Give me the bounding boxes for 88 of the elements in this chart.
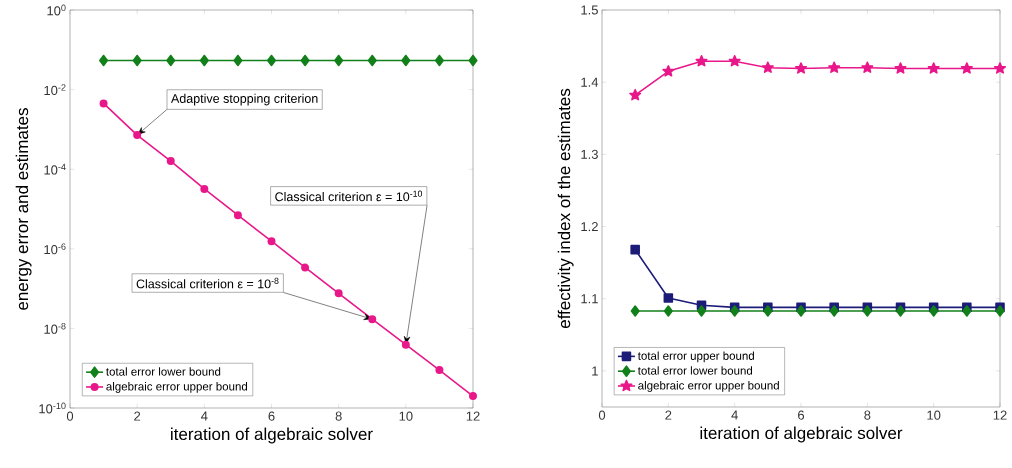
point xyxy=(763,305,773,317)
legend-label: algebraic error upper bound xyxy=(106,382,248,393)
y-axis-title: energy error and estimates xyxy=(15,108,32,310)
point xyxy=(401,54,411,67)
x-tick-label: 6 xyxy=(798,410,805,420)
point xyxy=(629,88,642,101)
annotation: Classical criterion ε = 10$^{-10}$ xyxy=(275,190,423,202)
point xyxy=(133,131,142,140)
legend-label: total error lower bound xyxy=(106,367,221,376)
point xyxy=(663,305,673,317)
point xyxy=(334,54,344,67)
point xyxy=(401,340,410,349)
point xyxy=(663,293,674,303)
y-tick-label: 10$^{-10}$ xyxy=(39,402,66,414)
point xyxy=(662,65,675,77)
point xyxy=(861,61,874,73)
point xyxy=(696,305,707,317)
legend-label: total error upper bound xyxy=(637,351,754,363)
point xyxy=(367,54,377,67)
y-tick-label: 10$^{-8}$ xyxy=(44,323,66,334)
point xyxy=(728,54,741,67)
y-tick-label: 10$^{-2}$ xyxy=(44,84,66,96)
point xyxy=(435,366,444,375)
point xyxy=(233,54,243,67)
legend-label: total error lower bound xyxy=(637,366,753,375)
y-tick-label: 1.2 xyxy=(581,222,598,232)
point xyxy=(200,184,209,193)
x-tick-label: 2 xyxy=(665,410,672,420)
point xyxy=(994,62,1007,74)
x-axis-title: iteration of algebraic solver xyxy=(171,427,373,444)
point xyxy=(761,61,774,73)
point xyxy=(468,54,478,67)
point xyxy=(730,305,740,317)
point xyxy=(995,305,1005,317)
point xyxy=(300,54,310,67)
point xyxy=(695,54,708,67)
x-tick-label: 10 xyxy=(399,411,413,421)
point xyxy=(795,62,808,74)
y-tick-label: 1.4 xyxy=(581,77,599,87)
point xyxy=(199,54,209,67)
x-axis-title: iteration of algebraic solver xyxy=(700,426,903,443)
y-tick-label: 1.1 xyxy=(581,294,598,304)
x-tick-label: 2 xyxy=(134,411,141,421)
point xyxy=(233,211,242,220)
point xyxy=(132,54,142,67)
x-tick-label: 6 xyxy=(268,411,275,421)
point xyxy=(166,157,175,166)
x-tick-label: 8 xyxy=(864,410,871,420)
point xyxy=(828,61,841,73)
point xyxy=(862,305,872,317)
point xyxy=(829,305,839,317)
y-tick-label: 1.3 xyxy=(581,149,598,159)
point xyxy=(894,62,907,74)
y-tick-label: 10$^{-4}$ xyxy=(44,163,66,175)
point xyxy=(962,305,972,317)
annotation: Adaptive stopping criterion xyxy=(171,93,318,106)
point xyxy=(434,54,444,67)
annotation: Classical criterion ε = 10$^{-8}$ xyxy=(136,277,279,289)
x-tick-label: 10 xyxy=(927,410,941,420)
point xyxy=(895,305,906,317)
point xyxy=(630,244,640,255)
x-tick-label: 4 xyxy=(201,411,208,421)
x-tick-label: 4 xyxy=(731,410,738,420)
point xyxy=(630,305,640,317)
point xyxy=(368,315,377,324)
point xyxy=(796,305,806,317)
x-tick-label: 12 xyxy=(466,411,480,421)
x-tick-label: 0 xyxy=(66,411,74,421)
point xyxy=(929,305,939,317)
x-tick-label: 12 xyxy=(993,410,1007,420)
point xyxy=(166,54,176,67)
point xyxy=(334,289,343,298)
y-tick-label: 1 xyxy=(592,366,598,376)
x-tick-label: 8 xyxy=(335,411,342,421)
x-tick-label: 0 xyxy=(598,410,606,420)
point xyxy=(99,54,109,67)
point xyxy=(99,99,108,108)
y-tick-label: 10$^{0}$ xyxy=(47,4,66,16)
point xyxy=(301,263,310,272)
point xyxy=(927,62,940,74)
y-axis-title: effectivity index of the estimates xyxy=(557,88,574,329)
point xyxy=(266,54,277,67)
y-tick-label: 10$^{-6}$ xyxy=(44,243,66,255)
y-tick-label: 1.5 xyxy=(581,5,598,15)
point xyxy=(960,62,973,74)
point xyxy=(469,392,477,401)
legend-label: algebraic error upper bound xyxy=(638,381,779,392)
point xyxy=(267,237,276,246)
